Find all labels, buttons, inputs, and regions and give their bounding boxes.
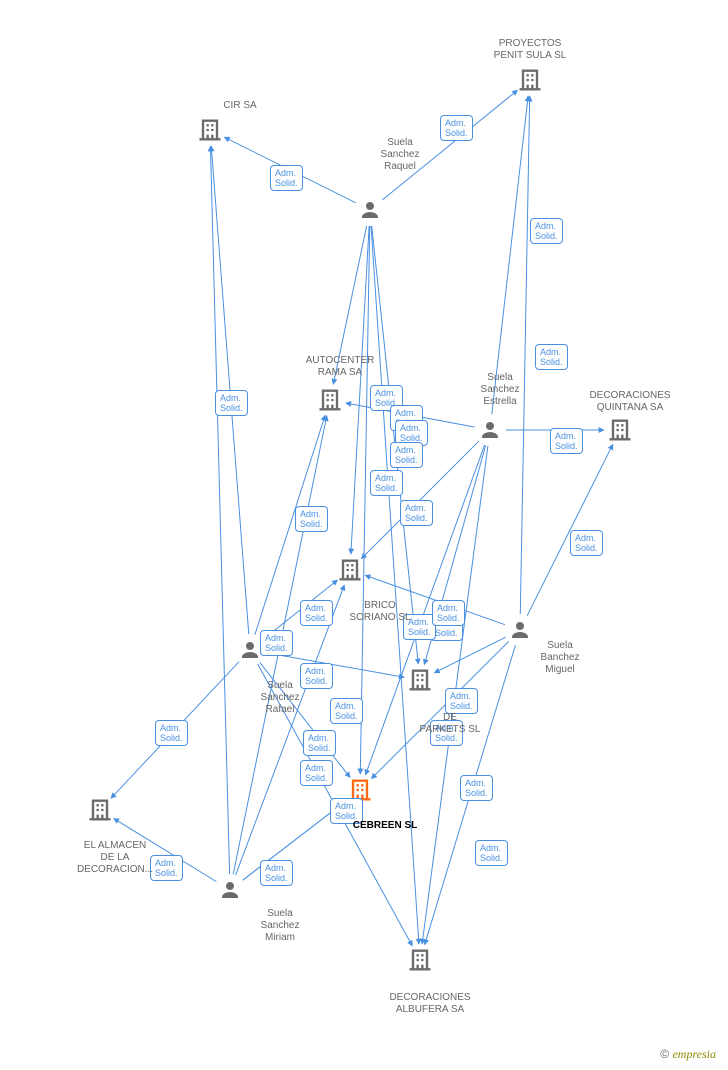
- brand-name: empresia: [672, 1047, 716, 1061]
- edge-rafael-brico: [262, 580, 337, 640]
- edge-raquel-parkets: [372, 226, 419, 664]
- edge-raquel-brico: [351, 226, 369, 554]
- person-node-rafael[interactable]: [238, 638, 262, 667]
- person-node-raquel[interactable]: [358, 198, 382, 227]
- edge-estrella-proyectos: [492, 96, 528, 414]
- edge-miriam-almacen: [114, 818, 217, 881]
- edge-estrella-parkets: [424, 445, 485, 664]
- edge-estrella-autocenter: [346, 403, 475, 427]
- person-node-miguel[interactable]: [508, 618, 532, 647]
- edges-svg: [0, 0, 728, 1070]
- company-node-dec_quintana[interactable]: [606, 416, 634, 449]
- company-node-autocenter[interactable]: [316, 386, 344, 419]
- company-node-cir[interactable]: [196, 116, 224, 149]
- edge-rafael-autocenter: [255, 415, 325, 635]
- edge-miriam-cebreen: [243, 800, 348, 880]
- copyright-symbol: ©: [660, 1047, 669, 1061]
- edge-rafael-cebreen: [260, 663, 350, 778]
- edge-miguel-cebreen: [371, 641, 508, 778]
- edge-miguel-dec_albufera: [425, 645, 516, 944]
- footer-attribution: © empresia: [660, 1047, 716, 1062]
- edge-raquel-cir: [224, 137, 355, 203]
- edge-rafael-dec_albufera: [258, 664, 413, 946]
- edge-miguel-proyectos: [520, 96, 529, 614]
- company-node-parkets[interactable]: [406, 666, 434, 699]
- edge-estrella-brico: [361, 441, 478, 558]
- person-node-estrella[interactable]: [478, 418, 502, 447]
- company-node-brico[interactable]: [336, 556, 364, 589]
- edge-raquel-proyectos: [382, 90, 517, 200]
- edge-miguel-dec_quintana: [527, 444, 613, 615]
- edge-rafael-almacen: [111, 662, 239, 799]
- company-node-almacen[interactable]: [86, 796, 114, 829]
- company-node-proyectos[interactable]: [516, 66, 544, 99]
- edge-raquel-dec_albufera: [371, 226, 419, 944]
- person-node-miriam[interactable]: [218, 878, 242, 907]
- company-node-cebreen[interactable]: [346, 776, 374, 809]
- edge-rafael-parkets: [266, 653, 404, 677]
- edge-miriam-brico: [236, 585, 345, 875]
- company-node-dec_albufera[interactable]: [406, 946, 434, 979]
